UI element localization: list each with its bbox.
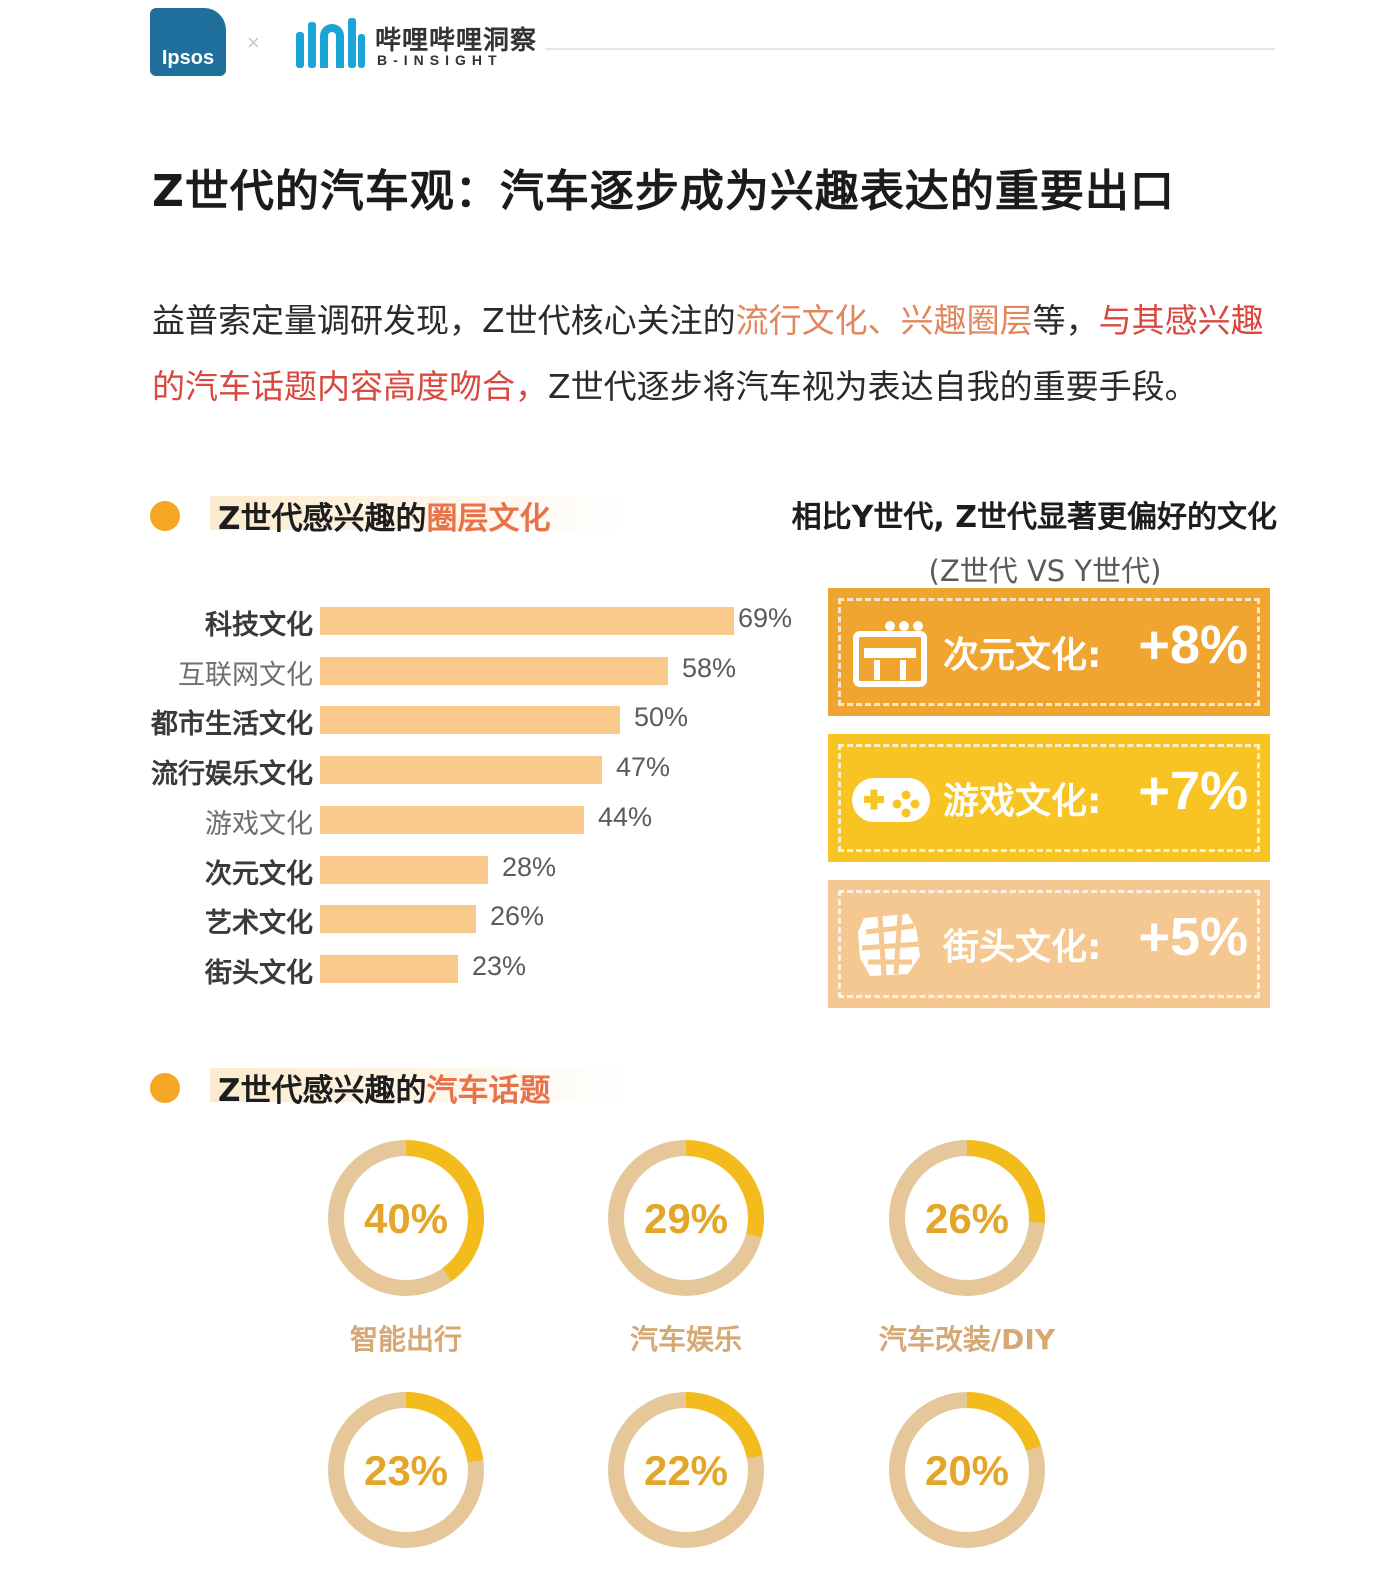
bar <box>320 607 734 635</box>
bar-label: 科技文化 <box>205 610 313 641</box>
logo-separator: × <box>247 30 260 55</box>
donut-slice <box>608 1392 764 1548</box>
donut-chart: 22% <box>608 1392 764 1548</box>
bar <box>320 805 584 834</box>
ipsos-logo: Ipsos <box>150 8 226 76</box>
comparison-title: 相比Y世代, Z世代显著更偏好的文化 <box>791 500 1277 535</box>
comparison-card-game: 游戏文化: +7% <box>828 734 1270 862</box>
donut-category-label: 汽车改装/DIY <box>878 1323 1056 1356</box>
comparison-card-anime: 次元文化: +8% <box>828 588 1270 716</box>
header: Ipsos × 哔哩哔哩洞察 B-INSIGHT <box>0 0 1400 90</box>
section1-title-prefix: Z世代感兴趣的 <box>218 501 427 537</box>
bar-value-label: 47% <box>616 752 671 783</box>
card-dashed-border <box>838 598 1260 706</box>
donut-value-label: 40% <box>364 1195 448 1242</box>
bilibili-logo-icon <box>296 18 365 68</box>
header-divider <box>545 48 1275 50</box>
card-dashed-border <box>838 890 1260 998</box>
donut-value-label: 22% <box>644 1447 728 1494</box>
bar <box>320 954 458 983</box>
comparison-card-street: 街头文化: +5% <box>828 880 1270 1008</box>
intro-part-1: 益普索定量调研发现，Z世代核心关注的 <box>152 301 736 340</box>
card-label: 次元文化: <box>943 635 1102 676</box>
intro-paragraph: 益普索定量调研发现，Z世代核心关注的流行文化、兴趣圈层等，与其感兴趣的汽车话题内… <box>152 288 1272 420</box>
section2-title-accent: 汽车话题 <box>426 1073 551 1109</box>
section1-dot-icon <box>150 500 180 531</box>
donut-chart: 29% <box>608 1140 764 1296</box>
bili-insight-sub: B-INSIGHT <box>377 52 503 68</box>
donut-chart: 40% <box>328 1140 484 1296</box>
intro-highlight-red: 与其感兴趣的汽车话题内容高度吻合， <box>152 301 1264 406</box>
donut-value-label: 23% <box>364 1447 448 1494</box>
bar <box>320 706 620 735</box>
bar-value-label: 23% <box>472 950 527 981</box>
donut-value-label: 29% <box>644 1195 728 1242</box>
donut-category-label: 汽车娱乐 <box>629 1323 742 1356</box>
section2-heading: Z世代感兴趣的汽车话题 <box>150 1065 550 1110</box>
bar-label: 游戏文化 <box>205 808 313 840</box>
bar-label: 都市生活文化 <box>151 709 313 741</box>
card-value: +7% <box>1138 761 1248 821</box>
intro-part-5: Z世代逐步将汽车视为表达自我的重要手段。 <box>548 367 1198 406</box>
bar <box>320 905 476 934</box>
section2-dot-icon <box>150 1072 180 1103</box>
donut-slice <box>328 1392 484 1548</box>
section1-heading: Z世代感兴趣的圈层文化 <box>150 493 550 538</box>
donut-chart: 23% <box>328 1392 484 1548</box>
donut-slice <box>328 1140 484 1296</box>
section1-glow <box>210 496 630 530</box>
bar-value-label: 26% <box>490 901 545 932</box>
bar-value-label: 69% <box>738 603 793 633</box>
donut-chart: 26% <box>889 1140 1045 1296</box>
bar-value-label: 44% <box>598 801 653 832</box>
card-label: 街头文化: <box>943 927 1102 968</box>
bar-value-label: 50% <box>634 702 689 733</box>
card-label: 游戏文化: <box>943 781 1102 822</box>
bar-label: 艺术文化 <box>205 908 313 940</box>
donut-category-label: 智能出行 <box>349 1323 462 1356</box>
bar-label: 次元文化 <box>205 858 313 890</box>
card-value: +5% <box>1138 907 1248 967</box>
intro-highlight-orange: 流行文化、兴趣圈层 <box>735 301 1033 340</box>
comparison-subtitle: (Z世代 VS Y世代) <box>928 554 1162 588</box>
donut-chart: 20% <box>889 1392 1045 1548</box>
bar <box>320 756 602 785</box>
card-dashed-border <box>838 744 1260 852</box>
bar-value-label: 58% <box>682 652 737 683</box>
bar-label: 互联网文化 <box>178 659 313 691</box>
section2-title-prefix: Z世代感兴趣的 <box>218 1073 427 1109</box>
bar-label: 街头文化 <box>205 957 313 989</box>
bar <box>320 855 488 884</box>
street-art-icon <box>858 913 921 977</box>
bili-insight-name: 哔哩哔哩洞察 <box>375 26 538 56</box>
gamepad-icon <box>852 778 930 822</box>
card-value: +8% <box>1138 615 1248 675</box>
donut-slice <box>608 1140 764 1296</box>
donut-slice <box>889 1392 1045 1548</box>
bar-value-label: 28% <box>502 851 557 882</box>
donut-value-label: 20% <box>925 1447 1009 1494</box>
bar <box>320 656 668 685</box>
anime-icon <box>853 621 927 687</box>
section1-title-accent: 圈层文化 <box>426 501 551 537</box>
section2-glow <box>210 1068 630 1102</box>
donut-slice <box>889 1140 1045 1296</box>
donut-value-label: 26% <box>925 1195 1009 1242</box>
bar-label: 流行娱乐文化 <box>151 759 313 791</box>
ipsos-logo-text: Ipsos <box>161 47 215 69</box>
section2-title: Z世代感兴趣的汽车话题 <box>218 1065 550 1110</box>
section1-title: Z世代感兴趣的圈层文化 <box>218 493 550 538</box>
page-title: Z世代的汽车观：汽车逐步成为兴趣表达的重要出口 <box>152 166 1175 217</box>
intro-part-3: 等， <box>1032 301 1099 340</box>
